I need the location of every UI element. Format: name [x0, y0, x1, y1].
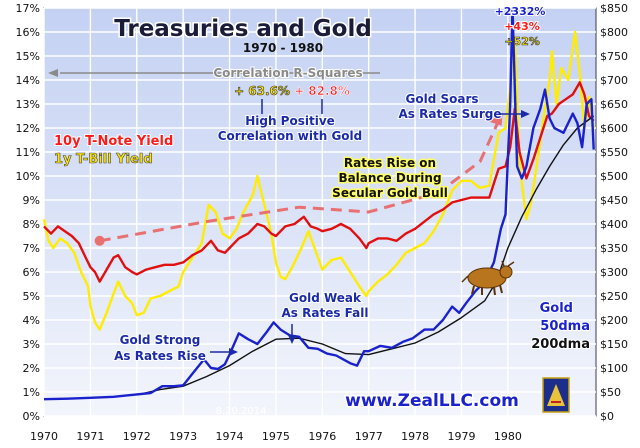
x-tick-label: 1975: [262, 430, 290, 443]
y-right-tick-label: $50: [600, 386, 621, 399]
gold-weak-line-1: Gold Weak: [289, 291, 362, 305]
y-right-tick-label: $0: [600, 410, 614, 423]
correlation-arrow: [48, 69, 380, 77]
rates-rise-line-2: Balance During: [338, 171, 441, 185]
chart-subtitle: 1970 - 1980: [243, 41, 323, 55]
y-left-tick-label: 12%: [16, 122, 40, 135]
y-right-tick-label: $350: [600, 242, 628, 255]
date-stamp: 8.20.2014: [216, 406, 267, 417]
legend-50dma: 50dma: [540, 319, 590, 334]
y-left-tick-label: 15%: [16, 50, 40, 63]
correlation-trend-start-dot: [94, 235, 105, 246]
y-right-tick-label: $650: [600, 98, 628, 111]
y-left-tick-label: 16%: [16, 26, 40, 39]
top-gain-2: +43%: [504, 20, 540, 33]
high-positive-line-1: High Positive: [245, 114, 335, 128]
x-tick-label: 1979: [447, 430, 475, 443]
y-right-tick-label: $450: [600, 194, 628, 207]
high-positive-line-2: Correlation with Gold: [218, 129, 363, 143]
y-left-tick-label: 13%: [16, 98, 40, 111]
x-tick-label: 1972: [123, 430, 151, 443]
y-right-tick-label: $850: [600, 2, 628, 15]
x-tick-label: 1970: [30, 430, 58, 443]
y-left-tick-label: 4%: [23, 314, 40, 327]
series-line-1y-t-bill-yield: [42, 30, 595, 331]
gold-soars-line-1: Gold Soars: [405, 92, 478, 106]
gold-weak-line-2: As Rates Fall: [282, 306, 369, 320]
gold-strong-line-1: Gold Strong: [120, 333, 201, 347]
x-tick-label: 1974: [216, 430, 244, 443]
correlation-value-2: + 82.8%: [294, 84, 350, 98]
series-layer: [42, 6, 595, 401]
y-left-tick-label: 6%: [23, 266, 40, 279]
top-gain-1: +2332%: [495, 5, 546, 18]
y-right-tick-label: $750: [600, 50, 628, 63]
high-positive-arrows: [261, 99, 323, 114]
y-right-tick-label: $800: [600, 26, 628, 39]
y-right-tick-label: $150: [600, 338, 628, 351]
y-right-tick-label: $400: [600, 218, 628, 231]
y-right-tick-label: $700: [600, 74, 628, 87]
correlation-value-1: + 63.6%: [234, 84, 290, 98]
y-left-tick-label: 0%: [23, 410, 40, 423]
zeal-logo: [542, 377, 570, 413]
legend-gold: Gold: [540, 301, 573, 316]
y-left-tick-label: 8%: [23, 218, 40, 231]
right-axis-ticks: $0 $50 $100 $150 $200 $250 $300 $350 $400 $450 $50…: [600, 2, 628, 423]
y-right-tick-label: $600: [600, 122, 628, 135]
left-axis-ticks: 0% 1% 2% 3% 4% 5% 6% 7% 8% 9% 10% 11% 12% 13% 14% 15% 16…: [16, 2, 40, 423]
rates-rise-line-3: Secular Gold Bull: [332, 186, 448, 200]
top-gain-3: +52%: [504, 35, 540, 48]
y-right-tick-label: $100: [600, 362, 628, 375]
correlation-trend-arrowhead: [489, 112, 503, 126]
x-tick-label: 1977: [355, 430, 383, 443]
x-tick-label: 1973: [169, 430, 197, 443]
y-left-tick-label: 5%: [23, 290, 40, 303]
y-left-tick-label: 11%: [16, 146, 40, 159]
plot-background: [43, 7, 597, 417]
legend-1y-yield: 1y T-Bill Yield: [54, 152, 153, 167]
y-left-tick-label: 14%: [16, 74, 40, 87]
y-left-tick-label: 9%: [23, 194, 40, 207]
y-left-tick-label: 2%: [23, 362, 40, 375]
series-line-200dma: [136, 115, 595, 396]
x-tick-label: 1976: [308, 430, 336, 443]
gold-strong-line-2: As Rates Rise: [114, 349, 206, 363]
y-left-tick-label: 3%: [23, 338, 40, 351]
gold-weak-arrow: [288, 324, 296, 344]
gold-soars-line-2: As Rates Surge: [399, 107, 502, 121]
correlation-trend-line: [99, 120, 500, 243]
bull-logo: [461, 260, 515, 296]
legend-10y-yield: 10y T-Note Yield: [54, 134, 173, 149]
y-left-tick-label: 17%: [16, 2, 40, 15]
y-right-tick-label: $550: [600, 146, 628, 159]
y-right-tick-label: $300: [600, 266, 628, 279]
gold-strong-arrow: [210, 348, 238, 356]
x-tick-label: 1978: [401, 430, 429, 443]
y-right-tick-label: $500: [600, 170, 628, 183]
series-line-10y-t-note-yield: [43, 81, 595, 283]
x-tick-label: 1980: [494, 430, 522, 443]
gold-soars-arrow: [500, 110, 530, 118]
correlation-header: Correlation R-Squares: [213, 66, 362, 80]
y-right-tick-label: $200: [600, 314, 628, 327]
x-tick-label: 1971: [76, 430, 104, 443]
y-right-tick-label: $250: [600, 290, 628, 303]
y-left-tick-label: 7%: [23, 242, 40, 255]
x-axis-ticks: 1970 1971 1972 1973 1974 1975 1976 1977 1978 1979…: [30, 430, 522, 443]
legend-200dma: 200dma: [531, 337, 590, 352]
trend-layer: [94, 112, 503, 246]
website: www.ZealLLC.com: [345, 391, 519, 411]
y-left-tick-label: 1%: [23, 386, 40, 399]
series-line-gold: [43, 6, 595, 401]
chart-title: Treasuries and Gold: [114, 16, 372, 42]
y-left-tick-label: 10%: [16, 170, 40, 183]
rates-rise-line-1: Rates Rise on: [344, 156, 436, 170]
